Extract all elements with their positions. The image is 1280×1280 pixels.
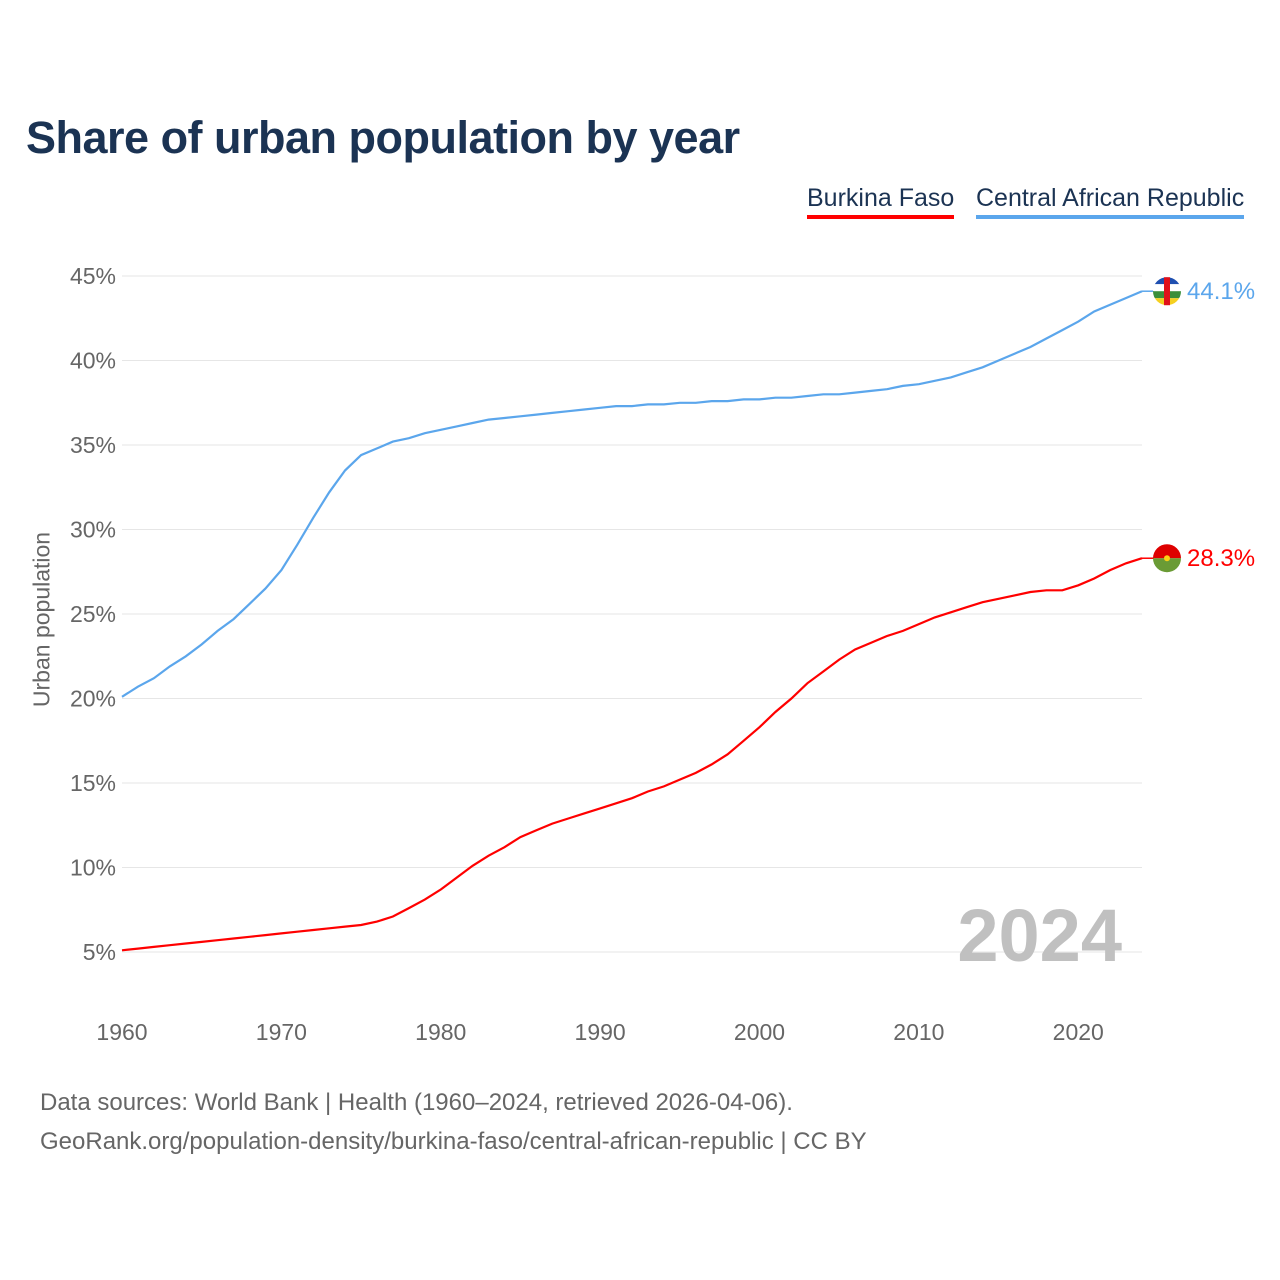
flag-central-african-republic-icon bbox=[1164, 277, 1170, 306]
x-tick-label: 1960 bbox=[96, 1019, 147, 1045]
year-watermark: 2024 bbox=[957, 894, 1122, 977]
y-tick-label: 10% bbox=[70, 855, 116, 881]
y-tick-label: 35% bbox=[70, 432, 116, 458]
flag-burkina-faso-icon bbox=[1153, 558, 1181, 573]
series-line-burkina-faso bbox=[121, 557, 1143, 952]
y-tick-label: 40% bbox=[70, 348, 116, 374]
x-tick-label: 1970 bbox=[256, 1019, 307, 1045]
y-tick-label: 20% bbox=[70, 686, 116, 712]
series-line-central-african-republic bbox=[121, 290, 1143, 698]
x-tick-label: 1980 bbox=[415, 1019, 466, 1045]
end-value-label: 44.1% bbox=[1187, 278, 1255, 305]
y-tick-label: 5% bbox=[83, 939, 116, 965]
source-text: Data sources: World Bank | Health (1960–… bbox=[40, 1089, 793, 1116]
x-tick-label: 2020 bbox=[1053, 1019, 1104, 1045]
flag-star-icon bbox=[1164, 555, 1170, 562]
end-value-label: 28.3% bbox=[1187, 545, 1255, 572]
x-tick-label: 2010 bbox=[893, 1019, 944, 1045]
flag-burkina-faso-icon bbox=[1153, 544, 1181, 559]
legend-central-african-republic[interactable]: Central African Republic bbox=[976, 184, 1245, 219]
y-tick-label: 25% bbox=[70, 601, 116, 627]
source-url[interactable]: GeoRank.org/population-density/burkina-f… bbox=[40, 1128, 867, 1155]
chart-title: Share of urban population by year bbox=[26, 112, 740, 163]
x-tick-label: 1990 bbox=[575, 1019, 626, 1045]
y-tick-label: 15% bbox=[70, 770, 116, 796]
x-tick-label: 2000 bbox=[734, 1019, 785, 1045]
legend-burkina-faso[interactable]: Burkina Faso bbox=[807, 184, 955, 219]
y-tick-label: 45% bbox=[70, 263, 116, 289]
y-tick-label: 30% bbox=[70, 517, 116, 543]
